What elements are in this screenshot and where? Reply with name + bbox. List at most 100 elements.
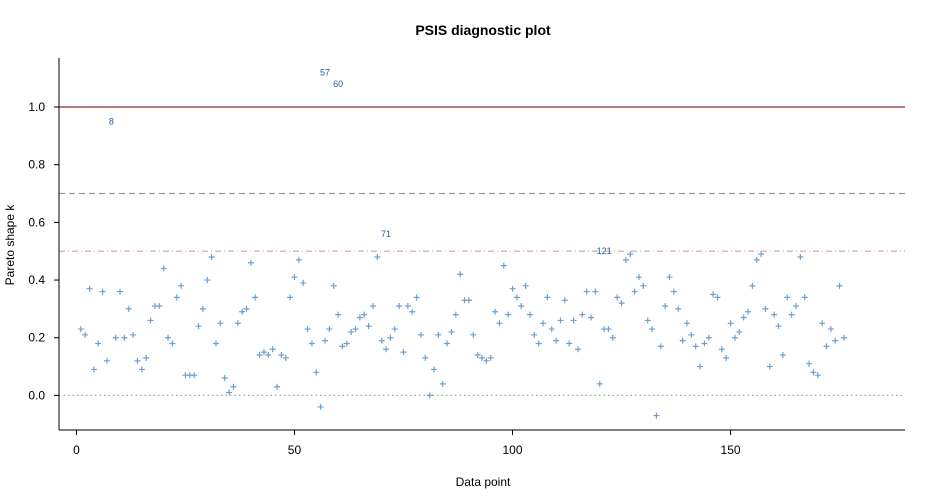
data-point-marker [195,323,202,330]
data-point-marker [369,303,376,309]
data-point-marker [705,334,712,341]
data-point-marker [217,320,224,327]
y-tick-label: 0.4 [28,273,45,287]
data-point-marker [278,352,285,359]
data-point-marker [252,294,259,301]
data-point-marker [212,340,219,347]
data-point-marker [583,288,590,295]
data-point-marker [274,383,281,390]
data-point-marker [352,326,359,333]
data-point-marker [762,305,769,312]
data-point-marker [208,253,215,260]
y-tick-label: 0.2 [28,331,45,345]
data-point-marker [513,294,520,301]
data-point-marker [718,346,725,353]
data-point-marker [243,305,250,312]
data-point-marker [679,337,686,344]
data-point-marker [779,352,786,359]
data-point-marker [269,346,276,353]
data-point-marker [723,354,730,361]
data-point-marker [749,282,756,289]
data-point-marker [505,311,512,318]
data-point-marker [479,354,485,361]
data-point-marker [165,334,172,341]
data-point-marker [670,288,677,295]
data-point-marker [492,308,499,315]
data-points [77,251,847,419]
data-point-marker [784,294,791,301]
data-point-marker [348,328,355,335]
data-point-marker [801,294,808,301]
data-point-marker [426,392,433,399]
data-point-marker [823,343,830,350]
data-point-marker [204,277,211,284]
data-point-marker [383,346,390,353]
data-point-marker [343,340,350,347]
data-point-marker [653,412,660,419]
y-tick-label: 0.6 [28,215,45,229]
data-point-marker [335,311,342,318]
data-point-marker [727,320,734,327]
x-tick-label: 50 [288,443,302,457]
data-point-marker [644,317,651,324]
chart-title: PSIS diagnostic plot [415,22,551,38]
data-point-marker [452,311,459,318]
data-point-marker [662,303,669,309]
data-point-marker [95,340,102,347]
data-point-marker [191,372,198,379]
data-point-marker [832,337,839,344]
data-point-marker [234,320,241,327]
data-point-marker [688,331,695,338]
data-point-marker [417,331,424,338]
data-point-marker [675,305,682,312]
data-point-marker [308,340,315,347]
data-point-marker [156,303,163,309]
data-point-marker [570,317,577,324]
data-point-marker [566,340,573,347]
data-point-marker [330,282,337,289]
data-point-marker [291,274,298,281]
data-point-marker [409,308,416,315]
data-point-marker [509,285,516,292]
data-point-marker [731,334,738,341]
point-label: 60 [333,79,343,89]
data-point-marker [230,383,237,390]
data-point-marker [326,326,333,333]
data-point-marker [260,349,267,356]
data-point-marker [134,357,141,364]
data-point-marker [138,366,145,373]
data-point-marker [422,354,429,361]
data-point-marker [226,389,233,396]
data-point-marker [496,320,503,327]
data-point-marker [413,294,420,301]
data-point-marker [561,297,568,304]
data-point-marker [840,334,847,341]
data-point-marker [287,294,294,301]
data-point-marker [522,282,529,289]
point-label: 121 [597,246,612,256]
data-point-marker [147,317,154,324]
data-point-marker [317,403,324,410]
data-point-marker [635,274,642,281]
data-point-marker [169,340,176,347]
data-point-marker [627,251,634,258]
data-point-marker [239,308,246,315]
data-point-marker [304,326,311,333]
data-point-marker [540,320,547,327]
data-point-marker [117,288,124,295]
data-point-marker [435,331,442,338]
data-point-marker [295,256,302,263]
data-point-marker [814,372,821,379]
data-point-marker [827,326,834,333]
data-point-marker [640,282,647,289]
point-label: 71 [381,229,391,239]
data-point-marker [592,288,599,295]
y-tick-label: 0.8 [28,158,45,172]
data-point-marker [470,331,477,338]
x-tick-label: 100 [503,443,523,457]
data-point-marker [697,363,704,370]
data-point-marker [605,326,612,333]
data-point-marker [121,334,128,341]
data-point-marker [518,303,525,309]
data-point-marker [400,349,407,356]
